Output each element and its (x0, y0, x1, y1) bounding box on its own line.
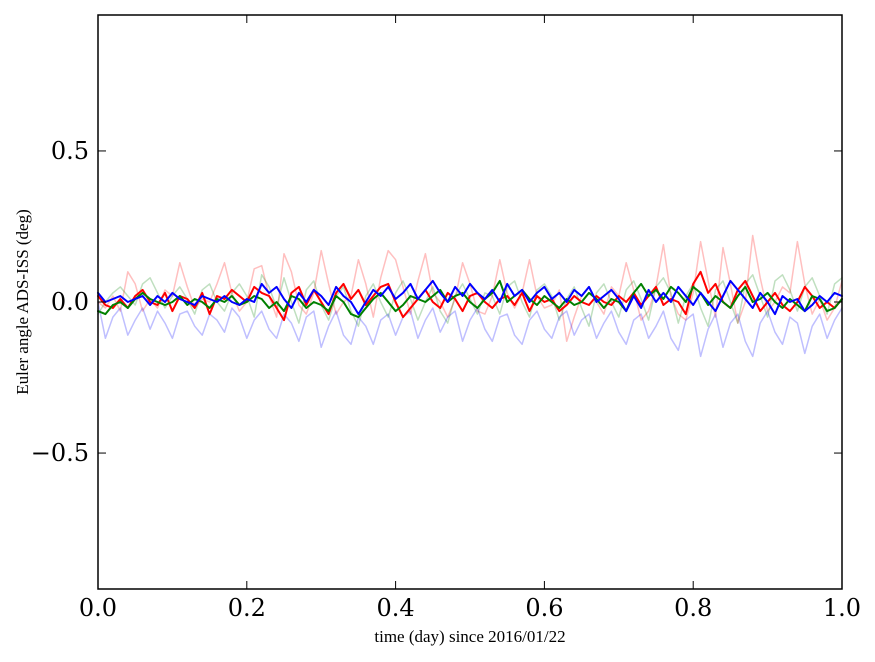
x-tick-label: 0.2 (228, 594, 266, 622)
x-axis-label: time (day) since 2016/01/22 (374, 627, 565, 646)
y-tick-label: 0.0 (51, 288, 89, 316)
x-tick-label: 0.8 (674, 594, 712, 622)
tick-layer (97, 15, 843, 589)
x-tick-label: 1.0 (823, 594, 861, 622)
x-tick-label: 0.4 (377, 594, 415, 622)
x-tick-label: 0.6 (525, 594, 563, 622)
x-tick-label: 0.0 (79, 594, 117, 622)
series-line-2 (97, 274, 843, 327)
series-line-6 (97, 279, 843, 316)
y-tick-label: −0.5 (31, 439, 89, 467)
series-layer (97, 234, 843, 358)
tick-label-layer: 0.0 0.2 0.4 0.6 0.8 1.0 0.5 0.0 −0.5 (31, 137, 861, 622)
y-axis-label: Euler angle ADS-ISS (deg) (13, 209, 32, 395)
y-tick-label: 0.5 (51, 137, 89, 165)
series-line-4 (97, 270, 843, 322)
series-line-5 (97, 279, 843, 319)
series-line-3 (97, 301, 843, 358)
